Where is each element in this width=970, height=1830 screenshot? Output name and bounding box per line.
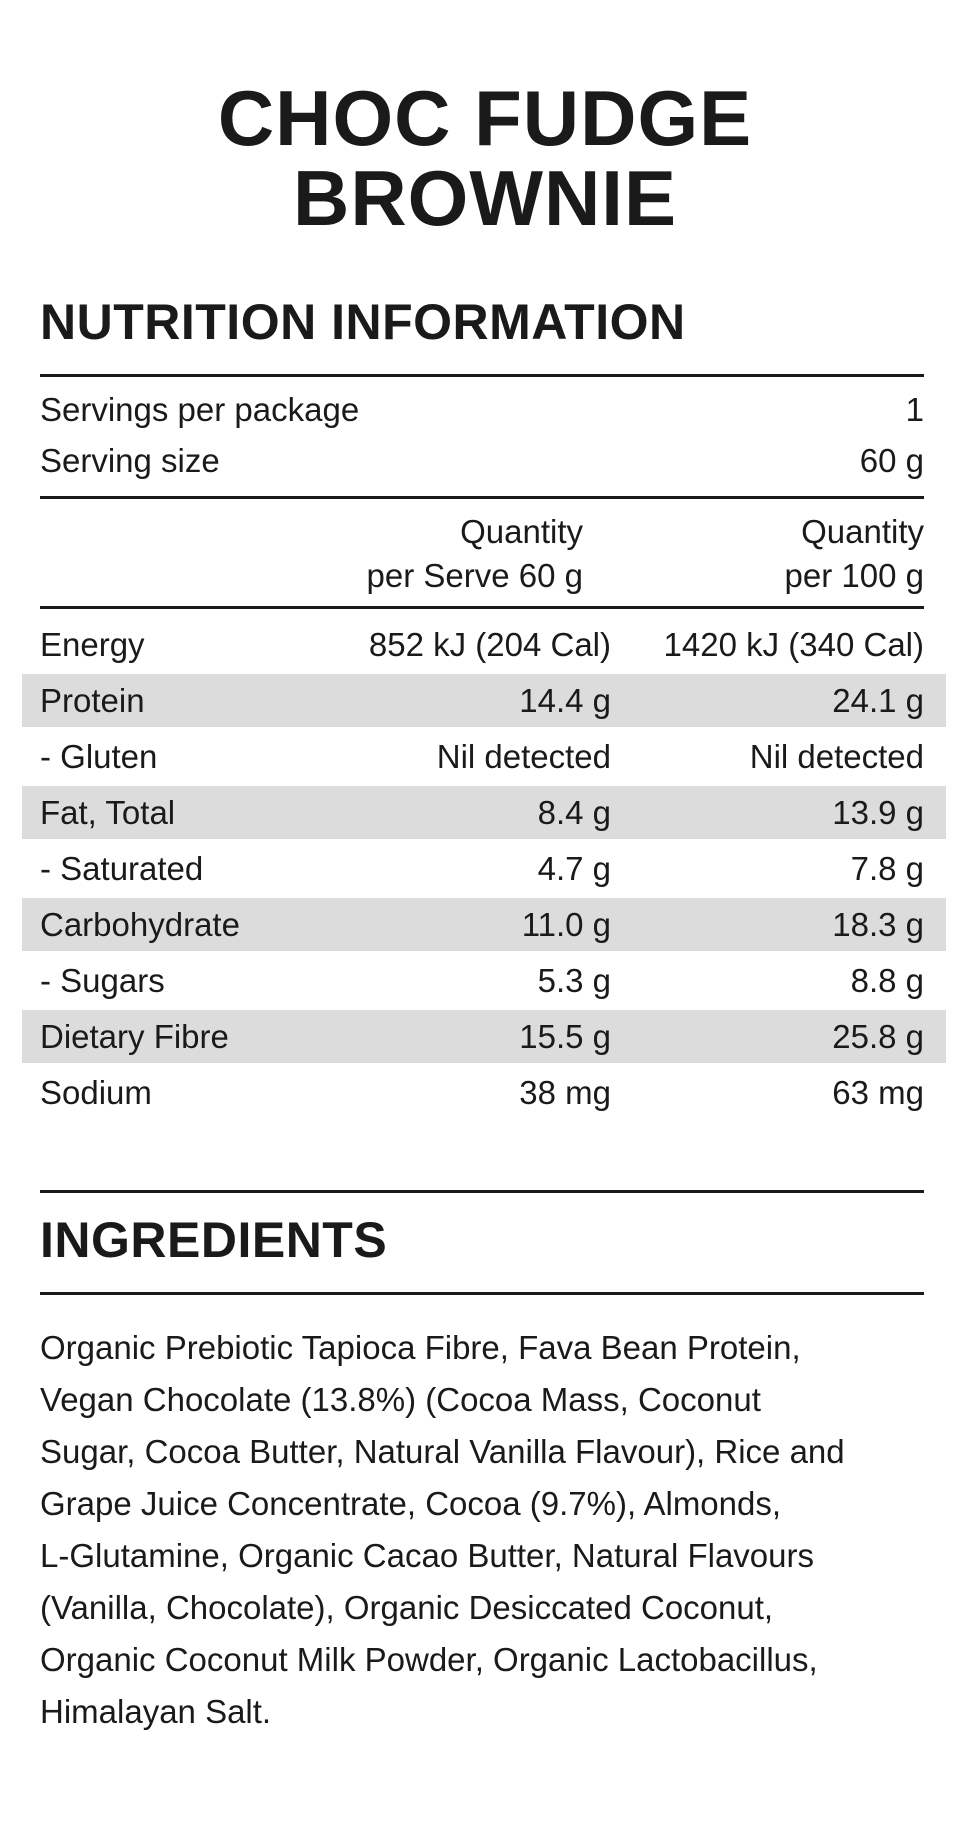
nutrient-per-100g: 13.9 g: [832, 794, 924, 831]
ingredients-line: Himalayan Salt.: [40, 1693, 272, 1730]
nutrient-per-100g: 18.3 g: [832, 906, 924, 943]
serving-size-label: Serving size: [40, 442, 220, 479]
nutrition-row-energy: Energy 852 kJ (204 Cal) 1420 kJ (340 Cal…: [22, 618, 946, 671]
nutrient-per-100g: 25.8 g: [832, 1018, 924, 1055]
ingredients-line: (Vanilla, Chocolate), Organic Desiccated…: [40, 1589, 774, 1626]
nutrient-per-100g: 1420 kJ (340 Cal): [663, 626, 924, 663]
nutrient-label: - Saturated: [40, 850, 204, 887]
servings-per-package-value: 1: [905, 391, 924, 428]
nutrient-per-serve: 14.4 g: [519, 682, 611, 719]
ingredients-line: Organic Coconut Milk Powder, Organic Lac…: [40, 1641, 818, 1678]
ingredients-line: Organic Prebiotic Tapioca Fibre, Fava Be…: [40, 1329, 801, 1366]
nutrition-row-sodium: Sodium 38 mg 63 mg: [22, 1066, 946, 1119]
nutrient-label: Energy: [40, 626, 145, 663]
nutrition-row-protein: Protein 14.4 g 24.1 g: [22, 674, 946, 727]
product-title-line-1: CHOC FUDGE: [217, 74, 753, 162]
nutrient-per-100g: 7.8 g: [850, 850, 924, 887]
nutrition-row-sugars: - Sugars 5.3 g 8.8 g: [22, 954, 946, 1007]
ingredients-line: Vegan Chocolate (13.8%) (Cocoa Mass, Coc…: [40, 1381, 761, 1418]
column-header-per-100g-line-2: per 100 g: [784, 557, 924, 594]
nutrient-label: - Sugars: [40, 962, 165, 999]
nutrient-label: Fat, Total: [40, 794, 176, 831]
nutrition-row-fat-total: Fat, Total 8.4 g 13.9 g: [22, 786, 946, 839]
servings-per-package-label: Servings per package: [40, 391, 360, 428]
product-title: CHOC FUDGE BROWNIE: [0, 78, 970, 238]
serving-size-value: 60 g: [859, 442, 924, 479]
nutrition-row-gluten: - Gluten Nil detected Nil detected: [22, 730, 946, 783]
column-header-per-100g-line-1: Quantity: [801, 513, 924, 550]
column-header-per-serve-line-1: Quantity: [460, 513, 583, 550]
nutrient-per-serve: 38 mg: [519, 1074, 611, 1111]
nutrient-per-serve: 8.4 g: [537, 794, 611, 831]
ingredients-heading: INGREDIENTS: [40, 1212, 388, 1268]
nutrient-label: Sodium: [40, 1074, 152, 1111]
ingredients-list: Organic Prebiotic Tapioca Fibre, Fava Be…: [40, 1322, 960, 1738]
column-header-per-100g: Quantity per 100 g: [785, 510, 924, 598]
nutrition-row-saturated: - Saturated 4.7 g 7.8 g: [22, 842, 946, 895]
column-header-divider: [40, 606, 924, 609]
nutrient-per-serve: 15.5 g: [519, 1018, 611, 1055]
servings-per-package-row: Servings per package 1: [40, 385, 924, 435]
product-title-line-2: BROWNIE: [293, 154, 677, 242]
ingredients-line: Grape Juice Concentrate, Cocoa (9.7%), A…: [40, 1485, 782, 1522]
nutrition-heading: NUTRITION INFORMATION: [40, 294, 686, 350]
column-header-per-serve: Quantity per Serve 60 g: [367, 510, 583, 598]
nutrient-per-serve: 4.7 g: [537, 850, 611, 887]
nutrient-per-serve: 5.3 g: [537, 962, 611, 999]
nutrient-label: Protein: [40, 682, 145, 719]
nutrient-per-100g: 24.1 g: [832, 682, 924, 719]
serving-size-row: Serving size 60 g: [40, 436, 924, 486]
nutrition-top-divider: [40, 374, 924, 377]
nutrient-per-100g: 63 mg: [832, 1074, 924, 1111]
nutrient-per-100g: Nil detected: [749, 738, 924, 775]
servings-divider: [40, 496, 924, 499]
nutrient-label: Carbohydrate: [40, 906, 240, 943]
nutrition-row-dietary-fibre: Dietary Fibre 15.5 g 25.8 g: [22, 1010, 946, 1063]
ingredients-top-divider: [40, 1190, 924, 1193]
nutrient-per-serve: Nil detected: [436, 738, 611, 775]
nutrient-label: - Gluten: [40, 738, 158, 775]
ingredients-line: Sugar, Cocoa Butter, Natural Vanilla Fla…: [40, 1433, 845, 1470]
nutrient-per-100g: 8.8 g: [850, 962, 924, 999]
nutrient-label: Dietary Fibre: [40, 1018, 229, 1055]
ingredients-heading-divider: [40, 1292, 924, 1295]
nutrient-per-serve: 852 kJ (204 Cal): [368, 626, 611, 663]
ingredients-line: L-Glutamine, Organic Cacao Butter, Natur…: [40, 1537, 815, 1574]
column-header-per-serve-line-2: per Serve 60 g: [366, 557, 583, 594]
nutrient-per-serve: 11.0 g: [521, 906, 611, 943]
nutrition-row-carbohydrate: Carbohydrate 11.0 g 18.3 g: [22, 898, 946, 951]
